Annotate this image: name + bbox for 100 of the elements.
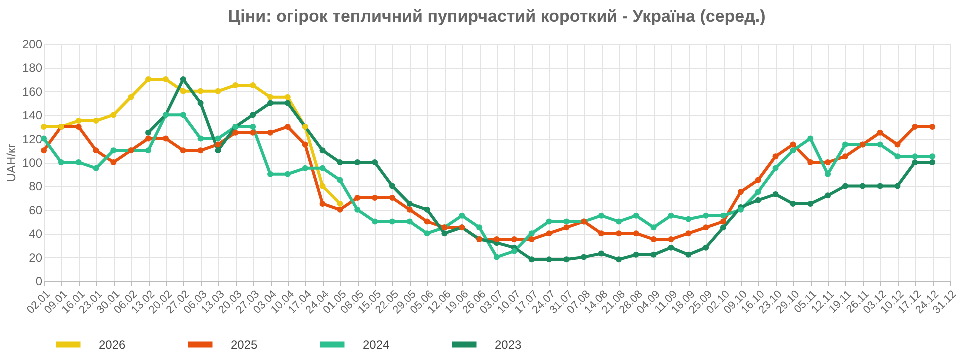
point bbox=[894, 183, 901, 190]
point bbox=[476, 224, 483, 231]
y-tick-label: 200 bbox=[22, 38, 43, 52]
point bbox=[528, 256, 535, 263]
point bbox=[424, 206, 430, 213]
point bbox=[616, 230, 622, 237]
point bbox=[720, 224, 726, 231]
point bbox=[162, 136, 169, 142]
point bbox=[581, 254, 588, 260]
point bbox=[250, 82, 256, 88]
y-tick-label: 100 bbox=[22, 156, 43, 170]
point bbox=[268, 94, 274, 100]
point bbox=[93, 148, 100, 154]
legend-label: 2023 bbox=[495, 338, 522, 352]
point bbox=[894, 154, 901, 160]
point bbox=[198, 100, 204, 106]
point bbox=[76, 124, 82, 130]
point bbox=[528, 236, 535, 243]
point bbox=[198, 88, 204, 94]
point bbox=[268, 130, 274, 136]
point bbox=[215, 88, 222, 94]
point bbox=[930, 160, 936, 166]
point bbox=[180, 112, 186, 118]
point bbox=[668, 236, 674, 243]
point bbox=[842, 183, 848, 190]
point bbox=[110, 148, 117, 154]
point bbox=[912, 154, 918, 160]
point bbox=[389, 183, 396, 190]
point bbox=[546, 256, 552, 263]
point bbox=[41, 148, 47, 154]
point bbox=[703, 244, 710, 251]
point bbox=[564, 256, 570, 263]
point bbox=[41, 124, 47, 130]
point bbox=[686, 216, 692, 222]
y-tick-label: 40 bbox=[29, 227, 43, 242]
point bbox=[180, 88, 186, 94]
point bbox=[76, 118, 82, 124]
point bbox=[703, 212, 710, 219]
point bbox=[633, 230, 640, 237]
y-tick-label: 20 bbox=[29, 250, 43, 265]
point bbox=[284, 100, 291, 106]
y-tick-label: 160 bbox=[22, 84, 43, 99]
point bbox=[180, 148, 186, 154]
point bbox=[650, 224, 657, 231]
point bbox=[546, 230, 552, 237]
point bbox=[668, 244, 674, 251]
point bbox=[564, 218, 570, 225]
point bbox=[389, 218, 396, 225]
legend-label: 2024 bbox=[363, 338, 390, 352]
point bbox=[598, 212, 605, 219]
legend-label: 2026 bbox=[99, 338, 126, 352]
point bbox=[215, 136, 222, 142]
point bbox=[912, 124, 918, 130]
point bbox=[703, 224, 710, 231]
point bbox=[808, 160, 814, 166]
point bbox=[337, 160, 344, 166]
point bbox=[755, 177, 762, 184]
point bbox=[337, 177, 344, 184]
point bbox=[146, 136, 152, 142]
point bbox=[284, 124, 291, 130]
y-tick-label: 60 bbox=[29, 203, 43, 218]
point bbox=[842, 142, 848, 148]
point bbox=[354, 206, 361, 213]
point bbox=[668, 212, 674, 219]
y-tick-label: 140 bbox=[22, 108, 43, 123]
point bbox=[825, 192, 832, 199]
y-tick-label: 120 bbox=[22, 132, 43, 146]
point bbox=[686, 230, 692, 237]
point bbox=[128, 94, 134, 100]
point bbox=[790, 148, 796, 154]
point bbox=[790, 142, 796, 148]
point bbox=[76, 160, 82, 166]
point bbox=[284, 171, 291, 178]
point bbox=[284, 94, 291, 100]
chart-title: Ціни: огірок тепличний пупирчастий короткий - Україна (серед.) bbox=[228, 7, 766, 26]
legend-label: 2025 bbox=[231, 338, 258, 352]
point bbox=[598, 230, 605, 237]
point bbox=[198, 136, 204, 142]
point bbox=[459, 212, 466, 219]
point bbox=[860, 183, 866, 190]
point bbox=[720, 218, 726, 225]
point bbox=[877, 130, 884, 136]
point bbox=[424, 218, 430, 225]
point bbox=[686, 252, 692, 258]
point bbox=[320, 165, 326, 172]
point bbox=[406, 200, 413, 207]
y-tick-label: 80 bbox=[29, 180, 43, 194]
point bbox=[442, 230, 448, 237]
point bbox=[110, 112, 117, 118]
point bbox=[268, 171, 274, 178]
point bbox=[546, 218, 552, 225]
point bbox=[494, 236, 500, 243]
point bbox=[232, 130, 239, 136]
point bbox=[110, 160, 117, 166]
point bbox=[354, 160, 361, 166]
point bbox=[424, 230, 430, 237]
point bbox=[302, 165, 308, 172]
point bbox=[320, 200, 326, 207]
point bbox=[616, 256, 622, 263]
y-tick-label: 180 bbox=[22, 61, 43, 76]
